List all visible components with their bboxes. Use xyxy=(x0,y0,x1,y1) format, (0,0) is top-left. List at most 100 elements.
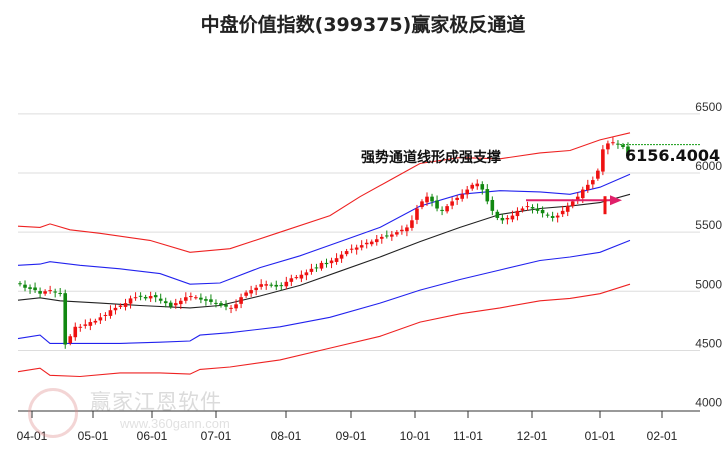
x-tick-label: 05-01 xyxy=(78,429,109,443)
candle xyxy=(279,285,284,287)
candle xyxy=(189,296,193,298)
candle xyxy=(580,189,585,199)
candle xyxy=(515,210,520,217)
candle xyxy=(309,268,314,272)
candle xyxy=(500,217,505,221)
candle xyxy=(339,254,344,259)
candle xyxy=(153,295,158,298)
candle xyxy=(621,145,625,147)
candle xyxy=(390,234,394,237)
candle xyxy=(510,215,515,220)
candlesticks xyxy=(18,137,630,349)
candle xyxy=(93,320,98,323)
candle xyxy=(591,180,595,185)
candle xyxy=(596,170,600,179)
candle xyxy=(601,149,605,172)
y-tick-label: 6500 xyxy=(695,100,722,114)
candle xyxy=(289,278,294,282)
annotation-arrow xyxy=(526,195,622,215)
candle xyxy=(168,302,173,307)
candle xyxy=(359,245,364,248)
candle xyxy=(113,307,118,311)
candle xyxy=(354,247,359,250)
candle xyxy=(405,227,409,232)
candle xyxy=(123,303,128,307)
x-tick-label: 07-01 xyxy=(201,429,232,443)
candle xyxy=(525,206,530,208)
candle xyxy=(329,260,334,264)
candle xyxy=(299,274,304,279)
candle xyxy=(344,251,349,255)
y-axis-labels: 4000 4500 5000 5500 6000 6500 xyxy=(695,100,722,410)
candle xyxy=(495,211,500,218)
candle xyxy=(450,201,454,206)
inner-lower-band xyxy=(17,239,631,344)
candle xyxy=(420,201,424,208)
candle xyxy=(415,208,419,220)
candle xyxy=(379,236,384,239)
x-axis: 04-01 05-01 06-01 07-01 08-01 09-01 10-01 11-01… xyxy=(17,410,700,443)
y-tick-label: 4000 xyxy=(695,396,722,410)
x-tick-label: 08-01 xyxy=(271,429,302,443)
candle xyxy=(118,305,123,307)
candle xyxy=(18,283,22,285)
candle xyxy=(274,284,279,287)
candle xyxy=(470,184,475,189)
y-tick-label: 6000 xyxy=(695,159,722,173)
candle xyxy=(395,232,399,235)
candle xyxy=(33,287,37,291)
candle xyxy=(264,284,269,286)
x-tick-label: 01-01 xyxy=(585,429,616,443)
candle xyxy=(314,267,319,269)
candle xyxy=(606,143,610,150)
y-tick-label: 5000 xyxy=(695,277,722,291)
channel-bands xyxy=(17,132,631,378)
candle xyxy=(430,196,434,202)
candle xyxy=(178,300,183,305)
candle xyxy=(435,200,439,209)
candle xyxy=(53,291,57,293)
candle xyxy=(520,208,525,211)
candle xyxy=(58,292,62,294)
candle xyxy=(304,272,309,276)
candle xyxy=(229,307,233,309)
x-tick-label: 11-01 xyxy=(453,429,483,443)
candle xyxy=(364,242,369,245)
candle xyxy=(128,298,133,304)
candle xyxy=(570,201,575,207)
candle xyxy=(550,216,555,218)
candle xyxy=(239,297,243,304)
candle xyxy=(158,298,163,301)
candle xyxy=(259,284,263,287)
candle xyxy=(73,326,78,338)
candle xyxy=(83,324,88,326)
candle xyxy=(349,248,354,250)
candle xyxy=(485,189,490,202)
chart-title: 中盘价值指数(399375)赢家极反通道 xyxy=(200,14,526,36)
candle xyxy=(369,241,374,245)
candle xyxy=(88,322,93,326)
y-tick-label: 4500 xyxy=(695,336,722,350)
last-price-label: 6156.4004 xyxy=(625,146,721,165)
candle xyxy=(334,258,339,262)
candle xyxy=(48,290,52,292)
x-tick-label: 09-01 xyxy=(336,429,367,443)
candle xyxy=(440,209,444,211)
candle xyxy=(560,210,565,215)
candle xyxy=(374,239,379,243)
grid-lines xyxy=(18,113,700,351)
candle xyxy=(505,217,510,220)
y-tick-label: 5500 xyxy=(695,218,722,232)
candle xyxy=(385,235,389,237)
candle xyxy=(184,297,188,301)
x-tick-label: 06-01 xyxy=(137,429,168,443)
candle xyxy=(254,287,258,291)
candle xyxy=(63,293,68,345)
candle xyxy=(204,299,208,301)
candle xyxy=(133,297,138,299)
candle xyxy=(234,304,238,309)
candle xyxy=(143,296,148,299)
candle xyxy=(284,281,289,287)
candle xyxy=(98,317,103,321)
